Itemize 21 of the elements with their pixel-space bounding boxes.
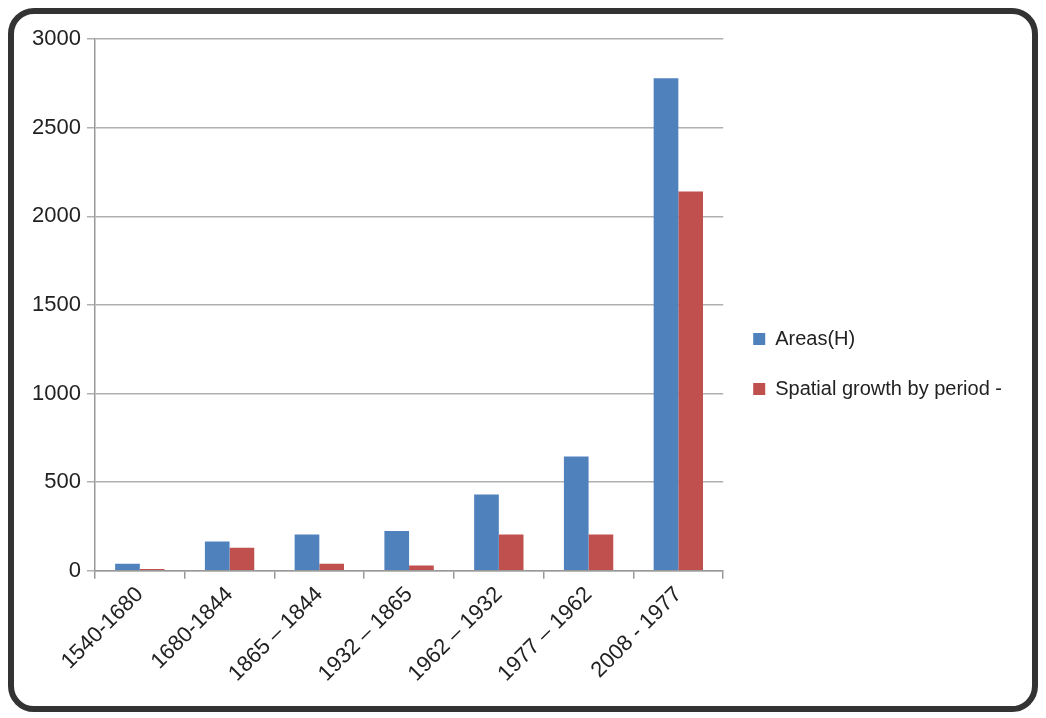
bar	[498, 534, 524, 571]
bar	[588, 534, 614, 571]
bar	[204, 541, 230, 571]
bar	[229, 547, 255, 571]
y-tick-label: 1000	[31, 379, 81, 405]
bar	[653, 78, 679, 571]
bar	[384, 530, 410, 571]
y-tick-label: 500	[44, 468, 81, 494]
bar	[678, 191, 704, 571]
y-tick-label: 1500	[31, 291, 81, 317]
bar	[115, 563, 140, 571]
y-tick-label: 2000	[31, 202, 81, 228]
bar	[474, 494, 499, 571]
y-tick-label: 3000	[31, 25, 81, 51]
bar	[294, 534, 320, 571]
bar	[319, 563, 345, 571]
bar	[563, 456, 589, 571]
y-tick-label: 2500	[31, 113, 81, 139]
legend-label: Areas(H)	[775, 326, 856, 349]
legend-label: Spatial growth by period -	[775, 376, 1003, 399]
y-tick-label: 0	[68, 556, 81, 582]
